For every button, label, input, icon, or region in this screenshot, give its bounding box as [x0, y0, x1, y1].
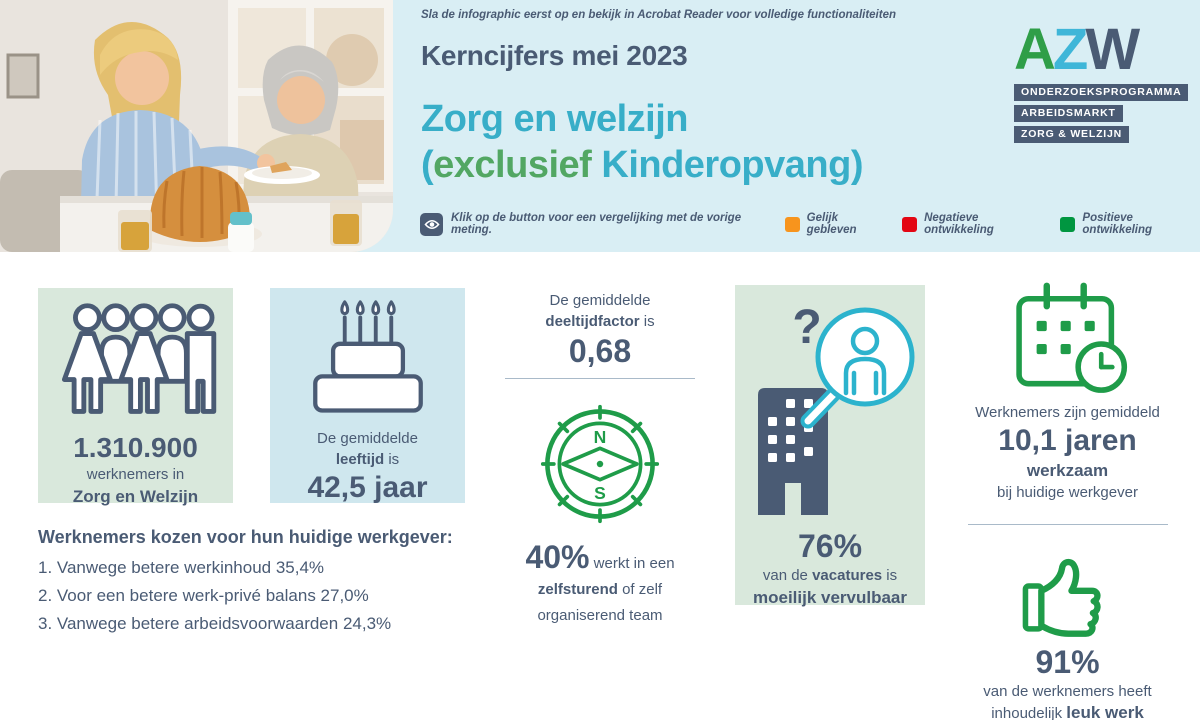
tenure-value: 10,1 jaren: [998, 424, 1137, 457]
divider-tenure: [968, 524, 1168, 525]
age-line1: De gemiddelde: [317, 430, 418, 447]
divider-parttime: [505, 378, 695, 379]
vacancies-line2-pre: van de: [762, 567, 813, 584]
vacancies-line2-post: is: [882, 567, 898, 584]
azw-logo-letters: AZW: [1014, 18, 1194, 82]
photo-illustration: [0, 0, 393, 252]
title-line1: Zorg en welzijn: [421, 98, 688, 140]
tenure-line3: werkzaam: [1026, 461, 1109, 480]
legend-swatch-green: [1060, 216, 1076, 232]
employer-reason-item-1: 1. Vanwege betere werkinhoud 35,4%: [38, 558, 325, 577]
legend-instruction: Klik op de button voor een vergelijking …: [451, 212, 742, 236]
panel-workforce: 1.310.900 werknemers in Zorg en Welzijn: [38, 288, 233, 506]
disclaimer-text: Sla de infographic eerst op en bekijk in…: [421, 9, 897, 21]
selfsteering-line2-rest: of zelf: [617, 581, 663, 598]
age-line2-bold: leeftijd: [335, 451, 385, 468]
panel-age: De gemiddelde leeftijd is 42,5 jaar: [270, 288, 465, 504]
legend-label-positief: Positieve ontwikkeling: [1082, 212, 1153, 236]
azw-logo: AZW ONDERZOEKSPROGRAMMA ARBEIDSMARKT ZOR…: [1014, 18, 1194, 147]
logo-badge-onderzoeksprogramma: ONDERZOEKSPROGRAMMA: [1014, 84, 1189, 101]
tenure-line4: bij huidige werkgever: [997, 484, 1138, 501]
selfsteering-value: 40%: [525, 539, 590, 575]
parttime-line2-rest: is: [639, 313, 655, 330]
eye-glyph: [423, 219, 440, 229]
satisfaction-line3-bold: leuk werk: [1066, 703, 1144, 720]
vacancies-value: 76%: [797, 528, 863, 564]
employer-reason-item-2: 2. Voor een betere werk-privé balans 27,…: [38, 586, 369, 605]
workforce-value: 1.310.900: [73, 432, 198, 463]
compass-south-label: S: [594, 483, 606, 503]
age-line2-rest: is: [384, 451, 400, 468]
logo-badge-zorg-welzijn: ZORG & WELZIJN: [1014, 126, 1130, 143]
logo-letter-z: Z: [1052, 17, 1088, 82]
selfsteering-line1-rest: werkt in een: [589, 555, 675, 572]
logo-letter-w: W: [1085, 17, 1140, 82]
parttime-line1: De gemiddelde: [549, 292, 651, 309]
calendar-clock-icon: [1008, 282, 1128, 394]
vacancies-line3: moeilijk vervulbaar: [752, 588, 908, 607]
header-band: Sla de infographic eerst op en bekijk in…: [0, 0, 1200, 252]
employer-reason-item-3: 3. Vanwege betere arbeidsvoorwaarden 24,…: [38, 614, 392, 633]
selfsteering-block: 40% werkt in een zelfsturend of zelf org…: [488, 538, 712, 629]
satisfaction-value: 91%: [1035, 644, 1100, 680]
title-kinderopvang: Kinderopvang): [591, 144, 863, 186]
workforce-line3: Zorg en Welzijn: [72, 487, 199, 506]
satisfaction-line3-pre: inhoudelijk: [991, 705, 1067, 720]
legend-swatch-orange: [784, 216, 800, 232]
eye-icon[interactable]: [420, 212, 443, 236]
vacancies-line2-bold: vacatures: [812, 567, 883, 584]
logo-letter-a: A: [1014, 17, 1056, 82]
employer-reasons-heading: Werknemers kozen voor hun huidige werkge…: [38, 527, 453, 547]
thumbs-up-icon: [1006, 540, 1110, 640]
title-exclusief: exclusief: [433, 144, 592, 186]
building-search-icon: ?: [758, 301, 915, 515]
legend-swatch-red: [902, 216, 918, 232]
panel-vacancies: ? 76% van de vacatures is moeilijk verv: [735, 285, 925, 607]
parttime-line2-bold: deeltijdfactor: [545, 313, 640, 330]
logo-badges: ONDERZOEKSPROGRAMMA ARBEIDSMARKT ZORG & …: [1014, 84, 1194, 143]
people-icon: [61, 303, 216, 414]
parttime-value: 0,68: [568, 333, 632, 369]
logo-badge-arbeidsmarkt: ARBEIDSMARKT: [1014, 105, 1123, 122]
legend-label-negatief: Negatieve ontwikkeling: [924, 212, 994, 236]
tenure-line1: Werknemers zijn gemiddeld: [975, 404, 1160, 421]
selfsteering-line3: organiserend team: [537, 607, 663, 624]
age-value: 42,5 jaar: [307, 471, 428, 504]
employer-reasons: Werknemers kozen voor hun huidige werkge…: [38, 527, 538, 638]
satisfaction-line2: van de werknemers heeft: [983, 683, 1152, 700]
compass-icon: N S: [540, 404, 660, 524]
page-title: Zorg en welzijn (exclusief Kinderopvang): [421, 96, 863, 188]
legend-bar: Klik op de button voor een vergelijking …: [420, 212, 1200, 236]
birthday-cake-icon: [312, 300, 423, 413]
compass-north-label: N: [594, 427, 607, 447]
parttime-block: De gemiddelde deeltijdfactor is 0,68: [500, 290, 700, 370]
workforce-line2: werknemers in: [86, 466, 185, 483]
tenure-block: Werknemers zijn gemiddeld 10,1 jaren wer…: [955, 402, 1180, 503]
satisfaction-block: 91% van de werknemers heeft inhoudelijk …: [955, 643, 1180, 720]
legend-label-gelijk: Gelijk gebleven: [806, 212, 857, 236]
title-paren: (: [421, 144, 434, 186]
question-mark-glyph: ?: [792, 301, 821, 354]
photo-elderly-care: [0, 0, 393, 252]
selfsteering-line2-bold: zelfsturend: [537, 581, 618, 598]
page-subtitle: Kerncijfers mei 2023: [421, 40, 688, 71]
